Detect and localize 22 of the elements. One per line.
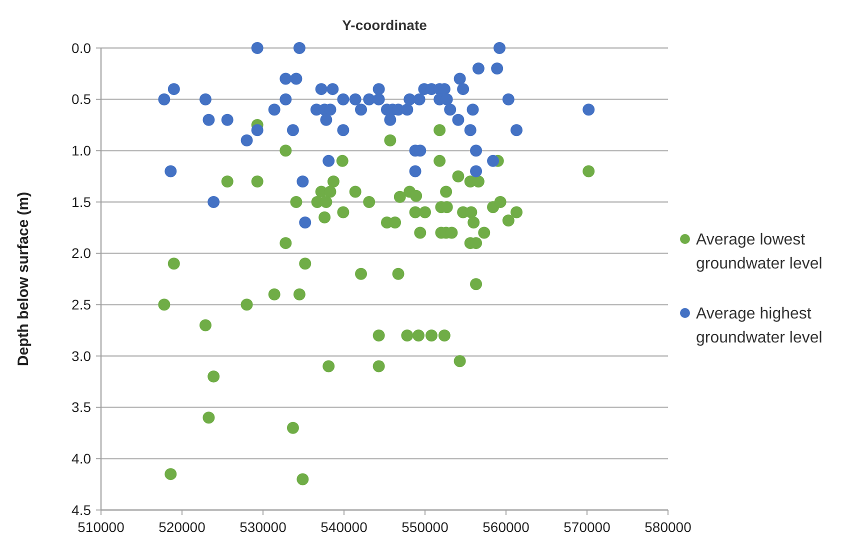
y-tick-label: 1.0 [72,142,92,159]
y-tick-label: 2.0 [72,245,92,262]
y-tick-label: 3.0 [72,348,92,364]
y-tick-label: 3.5 [72,399,92,416]
x-tick-label: 560000 [482,519,530,535]
x-tick-label: 580000 [644,519,692,535]
x-tick-label: 550000 [402,519,449,535]
y-tick-label: 2.5 [72,296,92,313]
y-tick-label: 4.0 [72,450,92,467]
legend-label: Average highest groundwater level [696,306,822,347]
legend-label: Average lowest groundwater level [696,232,822,273]
y-tick-label: 0.0 [72,40,92,56]
y-tick-label: 4.5 [72,502,92,518]
y-tick-label: 0.5 [72,91,92,108]
chart-title: Y-coordinate [342,17,428,33]
x-tick-label: 540000 [320,519,368,535]
x-tick-label: 520000 [158,519,206,535]
x-tick-label: 570000 [564,519,611,535]
x-tick-label: 530000 [240,519,287,535]
y-axis-title: Depth below surface (m) [15,192,32,366]
y-tick-label: 1.5 [72,194,92,210]
x-tick-label: 510000 [78,519,125,535]
